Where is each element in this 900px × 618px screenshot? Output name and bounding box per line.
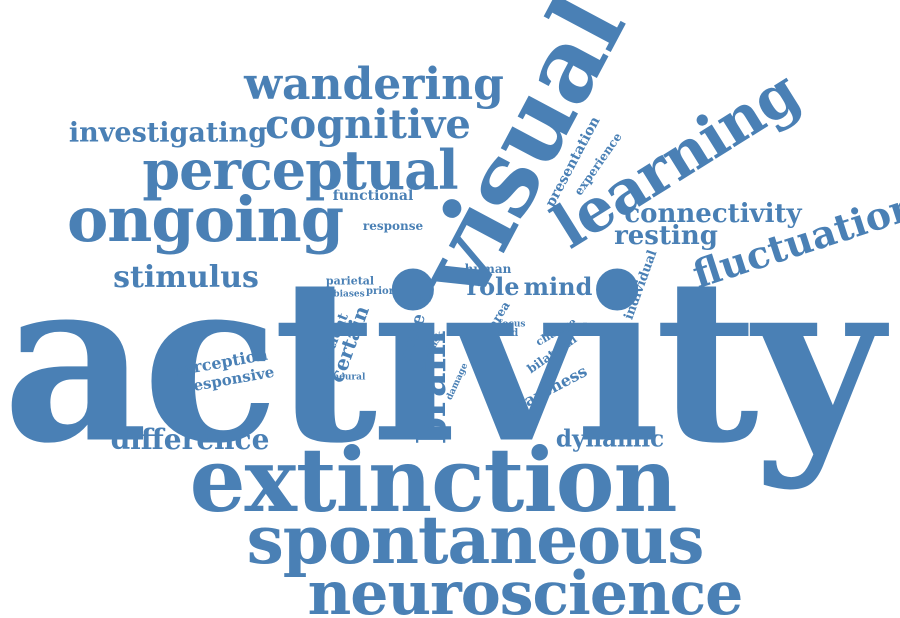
word-activity: activity: [2, 229, 883, 494]
word-mind: mind: [523, 272, 593, 301]
word-difference: difference: [110, 423, 270, 456]
word-dynamic: dynamic: [555, 425, 665, 453]
word-neuroscience: neuroscience: [307, 559, 744, 618]
word-human: human: [464, 262, 512, 276]
word-perceptual: perceptual: [142, 138, 458, 202]
word-wandering: wandering: [244, 59, 504, 110]
word-field: field: [493, 328, 519, 339]
word-stimulus: stimulus: [113, 260, 259, 295]
word-resting: resting: [614, 221, 718, 251]
word-cognitive: cognitive: [265, 101, 471, 148]
word-spontaneous: spontaneous: [246, 501, 705, 579]
word-functional: functional: [332, 188, 414, 204]
word-biases: biases: [333, 289, 365, 300]
word-role: role: [466, 272, 520, 301]
word-connectivity: connectivity: [624, 199, 802, 229]
word-parietal: parietal: [325, 274, 375, 288]
word-trial: trial: [409, 294, 431, 305]
word-prior: prior: [366, 286, 394, 297]
word-focus: focus: [498, 319, 526, 330]
word-neural: neural: [332, 372, 366, 383]
word-investigating: investigating: [68, 117, 268, 149]
word-ongoing: ongoing: [66, 183, 344, 256]
word-extinction: extinction: [189, 428, 678, 532]
word-response: response: [362, 219, 424, 233]
